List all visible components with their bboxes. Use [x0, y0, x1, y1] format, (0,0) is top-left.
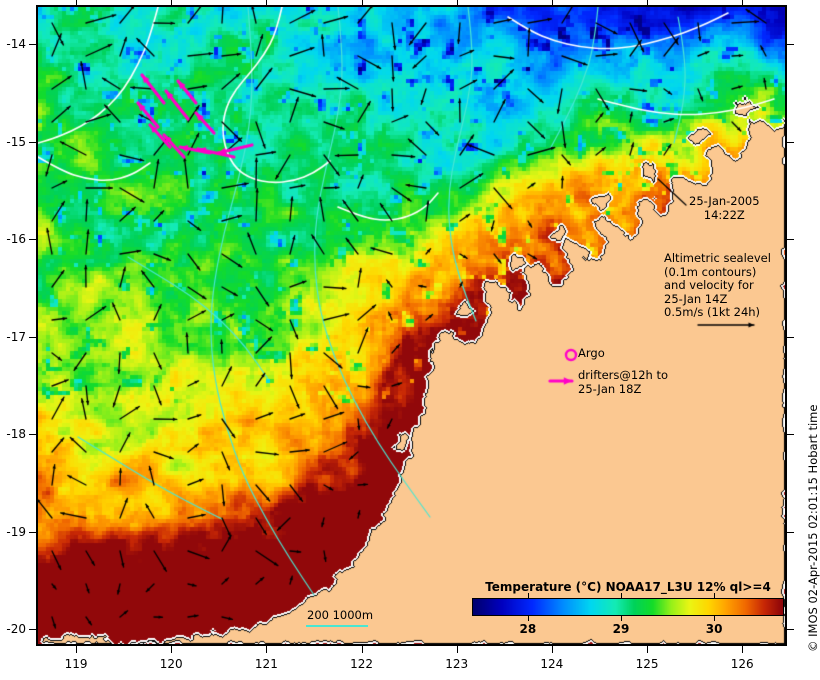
y-axis-tick	[29, 141, 36, 143]
colorbar-title: Temperature (°C) NOAA17_L3U 12% ql>=4	[485, 580, 771, 594]
x-axis-tick-top	[647, 0, 649, 5]
x-axis-tick	[76, 646, 78, 653]
x-axis-label: 123	[445, 657, 469, 671]
colorbar-gradient	[473, 599, 783, 615]
map-overlay-vectors	[38, 7, 785, 644]
x-axis-label: 119	[64, 657, 88, 671]
y-axis-tick	[29, 434, 36, 436]
x-axis-tick-top	[456, 0, 458, 5]
y-axis-tick	[29, 44, 36, 46]
y-axis-label: -20	[6, 622, 26, 637]
y-axis-label: -15	[6, 134, 26, 149]
x-axis-label: 122	[350, 657, 373, 671]
colorbar-tick	[621, 593, 622, 598]
argo-label: Argo	[578, 346, 605, 360]
y-axis-tick	[29, 531, 36, 533]
y-axis-tick-right	[787, 629, 794, 631]
x-axis-tick	[171, 646, 173, 653]
y-axis-label: -19	[6, 524, 26, 539]
drifters-label: drifters@12h to 25-Jan 18Z	[578, 368, 668, 396]
x-axis-tick-top	[742, 0, 744, 5]
colorbar-tick	[621, 616, 622, 621]
y-axis-label: -14	[6, 37, 26, 52]
x-axis-tick	[266, 646, 268, 653]
x-axis-tick-top	[171, 0, 173, 5]
colorbar-tick	[714, 593, 716, 598]
y-axis-label: -18	[6, 427, 26, 442]
scalebar-label: 200 1000m	[307, 608, 374, 622]
credit-text: © IMOS 02-Apr-2015 02:01:15 Hobart time	[806, 404, 820, 652]
colorbar-label: 28	[519, 622, 537, 636]
x-axis-label: 124	[540, 657, 564, 671]
scalebar-line	[306, 625, 368, 627]
y-axis-tick	[29, 239, 36, 241]
y-axis-label: -17	[6, 329, 26, 344]
y-axis-tick-right	[787, 531, 794, 533]
x-axis-label: 120	[159, 657, 183, 671]
y-axis-label: -16	[6, 232, 26, 247]
colorbar-label: 30	[705, 622, 723, 636]
y-axis-tick-right	[787, 44, 794, 46]
y-axis-tick-right	[787, 239, 794, 241]
x-axis-tick	[551, 646, 553, 653]
y-axis-tick-right	[787, 141, 794, 143]
x-axis-label: 126	[730, 657, 754, 671]
y-axis-tick-right	[787, 434, 794, 436]
x-axis-tick	[361, 646, 363, 653]
colorbar-label: 29	[612, 622, 630, 636]
colorbar	[472, 598, 784, 616]
x-axis-tick	[456, 646, 458, 653]
x-axis-tick-top	[361, 0, 363, 5]
colorbar-tick	[527, 593, 529, 598]
x-axis-tick	[742, 646, 744, 653]
x-axis-label: 125	[635, 657, 659, 671]
altimetry-legend-text: Altimetric sealevel (0.1m contours) and …	[664, 251, 771, 319]
x-axis-tick-top	[266, 0, 268, 5]
y-axis-tick	[29, 336, 36, 338]
datestamp-annotation: 25-Jan-2005 14:22Z	[689, 194, 760, 222]
x-axis-tick	[647, 646, 649, 653]
colorbar-tick	[527, 616, 529, 621]
x-axis-tick-top	[76, 0, 78, 5]
colorbar-tick	[714, 616, 716, 621]
x-axis-tick-top	[551, 0, 553, 5]
y-axis-tick	[29, 629, 36, 631]
map-frame: 25-Jan-2005 14:22Z Altimetric sealevel (…	[36, 5, 787, 646]
y-axis-tick-right	[787, 336, 794, 338]
x-axis-label: 121	[254, 657, 278, 671]
